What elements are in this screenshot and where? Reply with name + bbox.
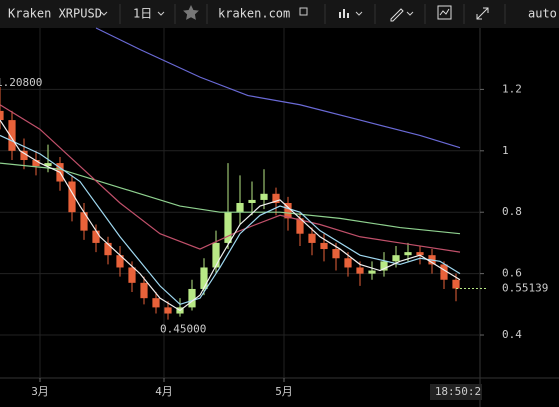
indicator-icon[interactable] xyxy=(437,5,452,20)
y-tick-label: 0.8 xyxy=(502,205,522,218)
draw-icon[interactable] xyxy=(390,8,404,22)
countdown-label: 18:50:2 xyxy=(435,385,481,398)
indicator-icon-line xyxy=(439,8,450,16)
candle-body xyxy=(68,181,76,213)
candle-body xyxy=(236,203,244,213)
candle-body xyxy=(368,270,376,274)
interval[interactable]: 1日 xyxy=(133,7,152,21)
fullscreen-icon[interactable] xyxy=(476,7,489,20)
candle-body xyxy=(164,307,172,314)
source[interactable]: kraken.com xyxy=(218,7,290,21)
candle-body xyxy=(452,279,460,289)
y-tick-label: 0.6 xyxy=(502,267,522,280)
dropdown-icon xyxy=(157,11,165,16)
moving-average xyxy=(0,162,461,235)
candle-body xyxy=(32,160,40,167)
candle-body xyxy=(356,267,364,274)
x-tick-label: 3月 xyxy=(31,385,49,398)
star-icon[interactable] xyxy=(183,5,199,20)
moving-average xyxy=(0,119,461,312)
candle-body xyxy=(200,267,208,289)
candle-body xyxy=(8,120,16,151)
popout-icon[interactable] xyxy=(299,7,308,16)
y-tick-label: 0.4 xyxy=(502,328,522,341)
candle-body xyxy=(188,288,196,308)
candle-body xyxy=(104,242,112,256)
low-label: 0.45000 xyxy=(160,323,206,336)
candle-body xyxy=(272,193,280,203)
last-price-label: 0.55139 xyxy=(502,282,548,295)
candle-body xyxy=(116,255,124,268)
candle-body xyxy=(392,255,400,262)
candle-body xyxy=(212,242,220,268)
candle-body xyxy=(380,261,388,271)
candle-body xyxy=(308,233,316,243)
toolbar: Kraken XRPUSD 1日 kraken.com auto xyxy=(0,0,559,28)
candle-body xyxy=(320,242,328,250)
candle-body xyxy=(128,267,136,283)
y-tick-label: 1 xyxy=(502,144,509,157)
candle-body xyxy=(248,199,256,203)
candle-body xyxy=(0,110,4,121)
symbol[interactable]: Kraken XRPUSD xyxy=(8,7,102,21)
scale-mode[interactable]: auto xyxy=(528,7,557,21)
dropdown-icon xyxy=(355,11,363,16)
candle-body xyxy=(332,249,340,259)
chart-type-icon[interactable] xyxy=(339,9,349,18)
countdown-box xyxy=(430,384,482,400)
moving-average xyxy=(0,104,461,253)
candle-body xyxy=(80,212,88,231)
candle-body xyxy=(440,264,448,280)
candle-body xyxy=(92,230,100,243)
dropdown-icon xyxy=(100,11,108,16)
toolbar-separators xyxy=(119,4,506,24)
candle-body xyxy=(140,282,148,299)
high-label: 1.20800 xyxy=(0,76,42,89)
candle-body xyxy=(416,252,424,256)
x-tick-label: 4月 xyxy=(155,385,173,398)
candle-body xyxy=(44,163,52,167)
candle-body xyxy=(260,193,268,200)
candle-body xyxy=(152,298,160,308)
dropdown-icon xyxy=(406,11,414,16)
candle-body xyxy=(284,203,292,219)
moving-average xyxy=(0,134,461,305)
toolbar-bg xyxy=(0,0,559,28)
moving-average xyxy=(95,27,461,149)
candle-body xyxy=(20,150,28,161)
x-tick-label: 5月 xyxy=(275,385,293,398)
candle-body xyxy=(344,258,352,268)
candle-body xyxy=(296,218,304,234)
y-tick-label: 1.2 xyxy=(502,82,522,95)
candle-body xyxy=(224,212,232,243)
candle-body xyxy=(404,252,412,256)
